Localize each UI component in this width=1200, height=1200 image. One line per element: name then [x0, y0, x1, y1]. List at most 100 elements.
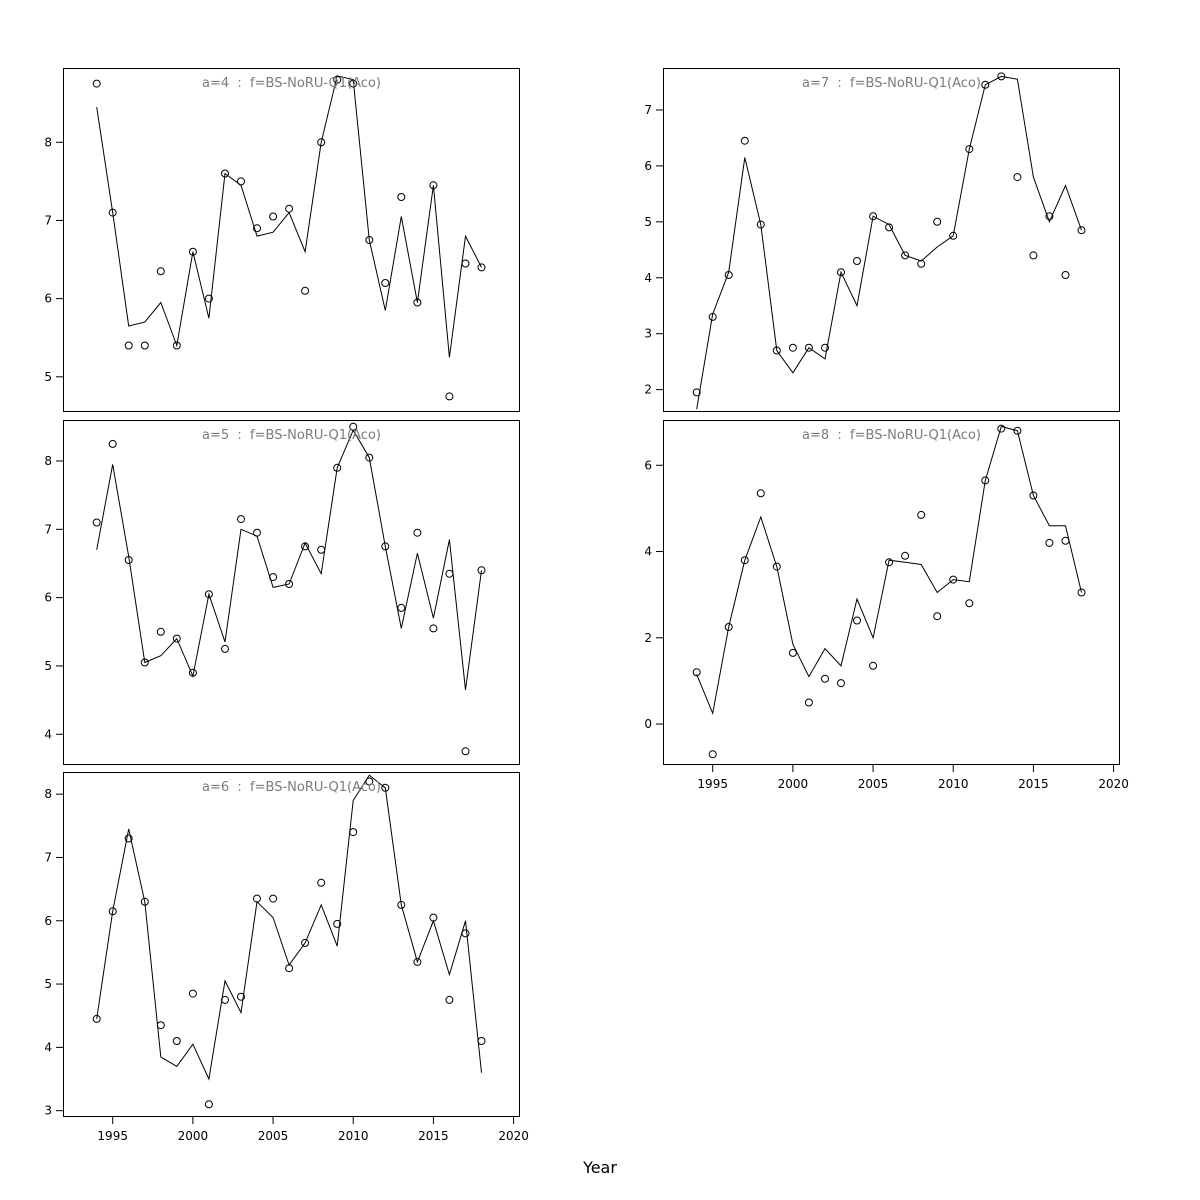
fitted-line [696, 75, 1082, 410]
x-tick-label: 1995 [697, 777, 728, 791]
fitted-line [96, 75, 482, 358]
y-tick-label: 4 [644, 545, 652, 559]
data-point [965, 599, 974, 608]
data-point [397, 900, 406, 909]
fitted-line [696, 425, 1082, 716]
data-point [253, 224, 261, 233]
x-tick-label: 1995 [97, 1129, 128, 1143]
y-tick-label: 2 [644, 631, 652, 645]
data-point [997, 72, 1006, 81]
y-tick-label: 4 [44, 1040, 52, 1054]
data-point [740, 556, 749, 565]
fitted-line [96, 774, 482, 1081]
y-tick-label: 6 [644, 458, 652, 472]
plot-a6: 3 4 5 6 7 8 1995 2000 2005 2010 2015 2020 [44, 772, 529, 1143]
data-point [477, 566, 486, 575]
data-point [156, 1021, 165, 1030]
data-point [188, 668, 197, 677]
data-point [397, 193, 406, 201]
data-point [1077, 226, 1086, 235]
data-point [140, 897, 149, 906]
data-point [429, 913, 438, 922]
data-point [837, 268, 845, 277]
data-point [901, 551, 910, 560]
data-point [772, 562, 781, 571]
data-point [756, 489, 765, 498]
data-point [269, 212, 278, 221]
data-point [885, 558, 894, 567]
data-point [740, 136, 749, 145]
data-point [708, 312, 717, 321]
data-point [92, 1014, 101, 1023]
data-point [804, 343, 813, 352]
data-point [981, 80, 990, 89]
data-point [333, 919, 342, 928]
plot-a5: 4 5 6 7 8 [44, 420, 520, 765]
data-point [124, 834, 133, 843]
data-point [1045, 212, 1054, 221]
fitted-line [96, 429, 482, 690]
data-point [365, 236, 374, 244]
data-point [772, 346, 781, 355]
y-tick-label: 7 [44, 213, 52, 227]
chart-panel-a8: 0 2 4 6 1995 2000 2005 2010 2015 2020 a=8 : f=BS-… [644, 420, 1129, 791]
data-point [333, 463, 342, 472]
data-point [365, 453, 374, 462]
data-point [708, 750, 717, 759]
data-point [124, 341, 133, 350]
data-point [140, 341, 149, 350]
data-point [140, 658, 149, 667]
data-point [381, 542, 390, 551]
data-point [397, 603, 406, 612]
data-point [301, 938, 310, 947]
data-point [221, 644, 229, 653]
x-tick-label: 2020 [1098, 777, 1129, 791]
data-point [724, 623, 733, 631]
y-tick-label: 6 [44, 914, 52, 928]
data-point [1061, 536, 1070, 545]
data-point [269, 894, 278, 903]
x-tick-label: 2015 [1018, 777, 1049, 791]
data-point [333, 75, 342, 84]
data-point [445, 995, 454, 1004]
data-point [188, 247, 197, 256]
y-tick-label: 5 [44, 977, 52, 991]
data-point [285, 964, 294, 973]
plot-border [63, 772, 520, 1117]
data-point [1029, 491, 1038, 500]
data-point [108, 208, 117, 217]
data-point [477, 1037, 486, 1045]
data-point [965, 145, 974, 154]
y-tick-label: 5 [44, 659, 52, 673]
data-point [285, 204, 294, 213]
y-tick-label: 8 [44, 787, 52, 801]
data-point [413, 298, 422, 307]
data-point [445, 569, 454, 578]
x-tick-label: 2005 [858, 777, 889, 791]
data-point [237, 177, 245, 186]
data-point [821, 343, 829, 352]
data-point [461, 929, 470, 938]
data-point [108, 439, 117, 448]
x-tick-label: 2005 [258, 1129, 289, 1143]
data-point [285, 580, 294, 588]
data-point [317, 545, 326, 554]
y-tick-label: 4 [44, 727, 52, 741]
data-point [981, 476, 990, 485]
data-point [301, 286, 310, 295]
data-point [429, 624, 438, 633]
y-tick-label: 6 [644, 159, 652, 173]
y-tick-label: 0 [644, 717, 652, 731]
data-point [92, 79, 101, 88]
y-tick-label: 7 [644, 103, 652, 117]
data-point [365, 777, 374, 786]
data-point [933, 612, 942, 621]
data-point [445, 392, 454, 401]
y-tick-label: 3 [644, 327, 652, 341]
data-point [204, 294, 213, 303]
data-point [901, 251, 910, 260]
data-point [949, 231, 958, 240]
